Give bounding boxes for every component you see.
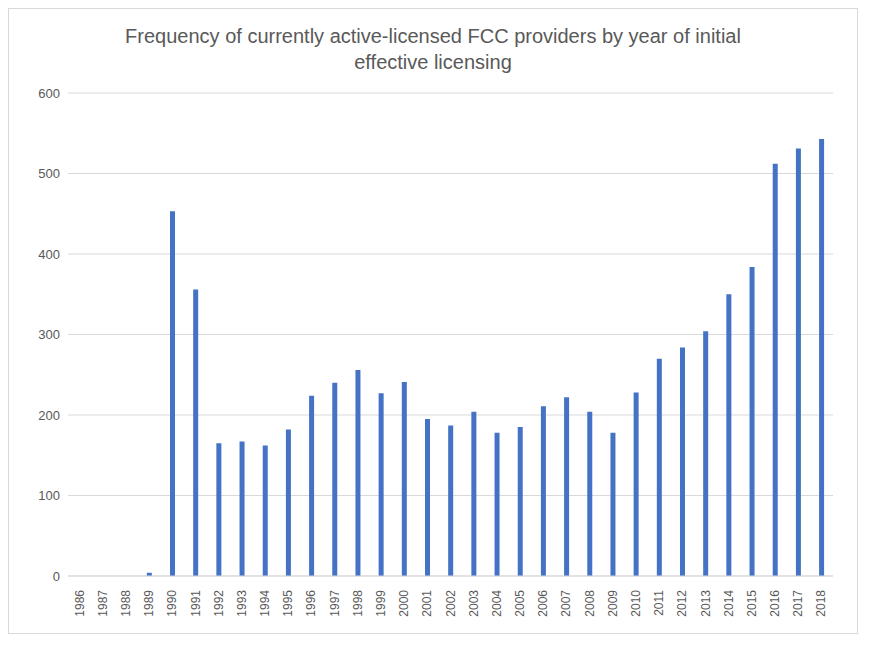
svg-text:2007: 2007 — [559, 590, 573, 617]
svg-text:2005: 2005 — [513, 590, 527, 617]
svg-text:2011: 2011 — [652, 590, 666, 616]
svg-text:2013: 2013 — [699, 590, 713, 617]
svg-text:2014: 2014 — [722, 590, 736, 617]
svg-text:2008: 2008 — [583, 590, 597, 617]
svg-text:200: 200 — [38, 408, 60, 423]
svg-text:2006: 2006 — [536, 590, 550, 617]
svg-text:2000: 2000 — [397, 590, 411, 617]
svg-text:1998: 1998 — [351, 590, 365, 617]
svg-text:2002: 2002 — [444, 590, 458, 617]
svg-text:1999: 1999 — [374, 590, 388, 617]
svg-text:2018: 2018 — [814, 590, 828, 617]
svg-text:600: 600 — [38, 86, 60, 101]
svg-text:1988: 1988 — [119, 590, 133, 617]
svg-text:1986: 1986 — [73, 590, 87, 617]
svg-text:1996: 1996 — [304, 590, 318, 617]
svg-text:2001: 2001 — [420, 590, 434, 617]
svg-text:1992: 1992 — [212, 590, 226, 617]
svg-text:2010: 2010 — [629, 590, 643, 617]
svg-text:2009: 2009 — [606, 590, 620, 617]
svg-text:1990: 1990 — [165, 590, 179, 617]
svg-text:300: 300 — [38, 327, 60, 342]
html-text:Frequency of currently active-: Frequency of currently active-licensed F… — [125, 25, 741, 73]
svg-text:1993: 1993 — [235, 590, 249, 617]
svg-text:0: 0 — [53, 569, 60, 584]
svg-text:2003: 2003 — [467, 590, 481, 617]
svg-text:2017: 2017 — [791, 590, 805, 617]
svg-text:1994: 1994 — [258, 590, 272, 617]
svg-text:2012: 2012 — [675, 590, 689, 617]
svg-text:100: 100 — [38, 488, 60, 503]
svg-text:1995: 1995 — [281, 590, 295, 617]
svg-text:1989: 1989 — [142, 590, 156, 617]
svg-text:1991: 1991 — [189, 590, 203, 617]
svg-text:1987: 1987 — [96, 590, 110, 617]
svg-text:1997: 1997 — [328, 590, 342, 617]
svg-text:400: 400 — [38, 247, 60, 262]
svg-text:2015: 2015 — [745, 590, 759, 617]
svg-text:2004: 2004 — [490, 590, 504, 617]
svg-text:2016: 2016 — [768, 590, 782, 617]
svg-text:500: 500 — [38, 166, 60, 181]
